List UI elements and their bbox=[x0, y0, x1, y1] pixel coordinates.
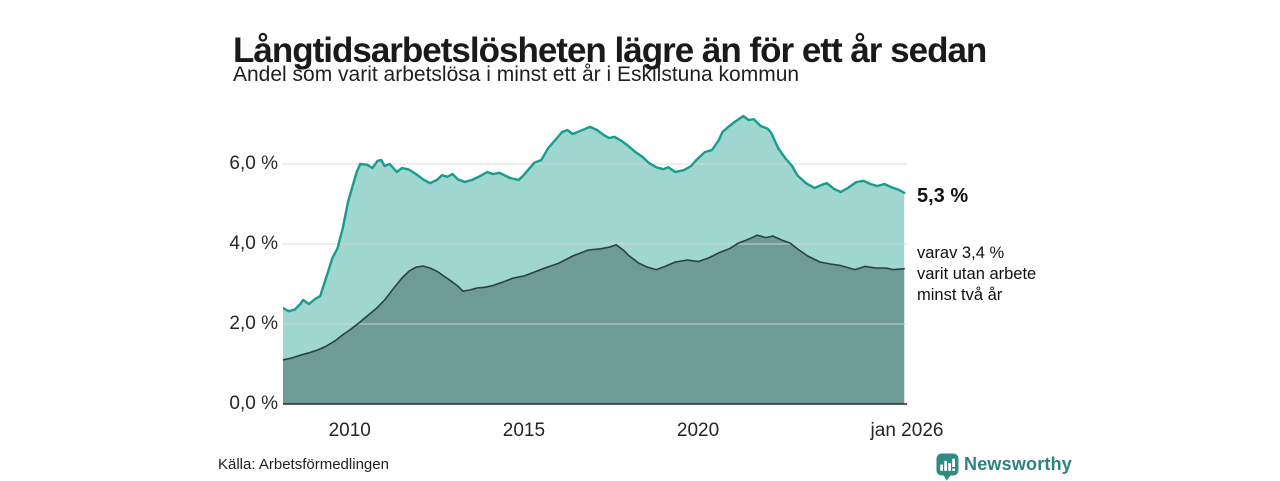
secondary-value-line3: minst två år bbox=[917, 286, 1003, 304]
brand-name: Newsworthy bbox=[964, 454, 1073, 474]
y-tick-label: 2,0 % bbox=[229, 313, 278, 334]
secondary-value-line1: varav 3,4 % bbox=[917, 244, 1005, 262]
series2-area bbox=[283, 235, 905, 404]
source-note: Källa: Arbetsförmedlingen bbox=[218, 456, 389, 473]
secondary-value-line2: varit utan arbete bbox=[917, 265, 1037, 283]
page-subtitle: Andel som varit arbetslösa i minst ett å… bbox=[233, 63, 800, 86]
series2-line bbox=[283, 234, 905, 361]
x-tick-label: 2010 bbox=[328, 420, 371, 441]
series1-line bbox=[283, 114, 906, 313]
y-tick-label: 6,0 % bbox=[229, 153, 278, 174]
x-tick-label: 2020 bbox=[676, 420, 720, 441]
page-title: Långtidsarbetslösheten lägre än för ett … bbox=[233, 31, 987, 71]
y-tick-label: 4,0 % bbox=[229, 233, 278, 254]
y-tick-label: 0,0 % bbox=[229, 393, 278, 414]
x-tick-label: 2015 bbox=[502, 420, 546, 441]
newsworthy-icon bbox=[936, 453, 959, 481]
secondary-value-label: varav 3,4 % varit utan arbete minst två … bbox=[917, 243, 1067, 306]
latest-value-label: 5,3 % bbox=[917, 185, 969, 207]
x-tick-label: jan 2026 bbox=[870, 420, 944, 441]
area-chart bbox=[283, 114, 907, 405]
